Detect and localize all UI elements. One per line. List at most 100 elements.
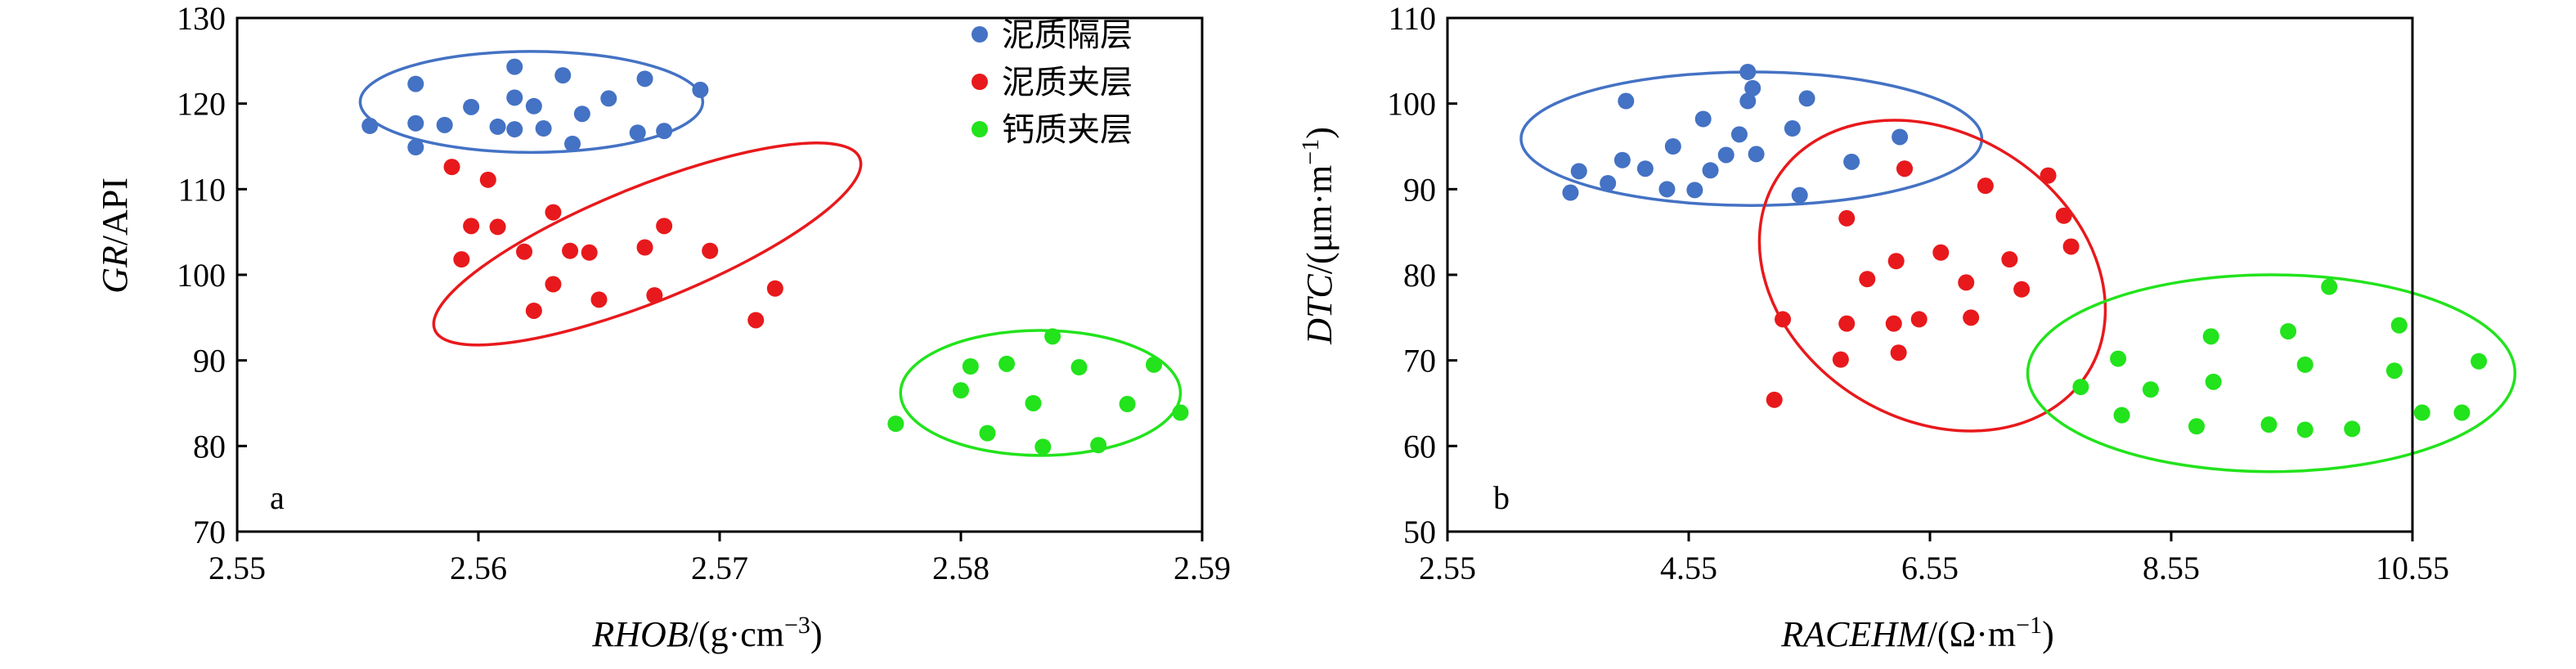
data-point: [1730, 126, 1748, 143]
panel-b-points: [1562, 63, 2488, 438]
data-point: [2055, 207, 2072, 224]
panel-a-y-tick-label: 70: [193, 514, 226, 550]
data-point: [1613, 151, 1631, 168]
panel-b-y-tick-label: 110: [1388, 0, 1436, 37]
panel-a-y-tick-label: 80: [193, 428, 226, 465]
data-point: [1832, 351, 1849, 368]
data-point: [1958, 274, 1975, 291]
panel-a-x-title-italic: RHOB: [591, 614, 688, 654]
data-point: [1892, 128, 1909, 146]
data-point: [600, 90, 617, 107]
data-point: [1798, 90, 1815, 107]
panel-a-x-tick-label: 2.56: [450, 550, 507, 586]
data-point: [979, 424, 996, 442]
data-point: [2280, 323, 2297, 340]
panel-a-x-axis-title: RHOB/(g·cm−3): [591, 612, 822, 655]
data-point: [564, 135, 581, 152]
data-point: [747, 312, 765, 329]
data-point: [573, 106, 590, 123]
panel-a-x-title-rest: /(g·cm: [689, 614, 784, 654]
data-point: [453, 251, 470, 268]
panel-a-y-tick-label: 100: [177, 257, 226, 294]
panel-a-y-tick-label: 90: [193, 343, 226, 379]
panel-a-points: [361, 58, 1189, 456]
legend-label: 泥质夹层: [1002, 64, 1133, 101]
data-point: [2390, 317, 2408, 334]
data-point: [1739, 63, 1757, 80]
data-point: [1070, 359, 1088, 376]
data-point: [1775, 311, 1792, 328]
panel-b-x-title-rest: /(Ω·m: [1928, 614, 2016, 654]
data-point: [1890, 344, 1907, 361]
data-point: [766, 280, 783, 297]
data-point: [636, 70, 653, 88]
panel-b-y-title-close: ): [1299, 127, 1340, 139]
data-point: [2188, 418, 2205, 435]
data-point: [2110, 350, 2127, 367]
data-point: [1838, 315, 1856, 332]
data-point: [646, 287, 663, 304]
data-point: [525, 302, 542, 319]
data-point: [489, 218, 506, 236]
panel-a-letter: a: [270, 479, 285, 516]
data-point: [2296, 356, 2313, 373]
cluster-ellipse: [358, 50, 705, 155]
data-point: [2385, 362, 2403, 379]
panel-b-x-tick-label: 2.55: [1419, 550, 1476, 586]
data-point: [1119, 396, 1136, 413]
data-point: [1664, 138, 1681, 155]
panel-b-y-tick-label: 90: [1403, 171, 1436, 208]
data-point: [535, 120, 552, 137]
data-point: [1702, 162, 1719, 179]
data-point: [656, 123, 673, 140]
data-point: [443, 159, 460, 176]
data-point: [656, 218, 673, 235]
data-point: [1887, 253, 1905, 270]
panel-b-letter: b: [1493, 479, 1510, 516]
data-point: [1618, 92, 1635, 110]
panel-a-chart: 2.55 2.56 2.57 2.58 2.59 70 80 90 100 110 120 130 G…: [95, 0, 1231, 654]
data-point: [999, 355, 1016, 372]
panel-a-x-title-close: ): [810, 614, 823, 654]
data-point: [2142, 381, 2159, 398]
panel-a-y-axis-title: GR/API: [95, 177, 135, 294]
data-point: [2001, 251, 2018, 268]
data-point: [1932, 244, 1950, 261]
data-point: [1694, 110, 1712, 128]
data-point: [2072, 379, 2089, 396]
cluster-ellipse: [1757, 119, 2107, 433]
data-point: [1859, 271, 1876, 288]
data-point: [436, 116, 453, 133]
data-point: [1044, 328, 1061, 345]
data-point: [506, 58, 523, 75]
cluster-ellipse: [2026, 273, 2517, 474]
data-point: [1658, 181, 1676, 198]
data-point: [953, 382, 969, 399]
data-point: [1717, 146, 1735, 164]
data-point: [361, 117, 379, 134]
panel-b-x-axis-title: RACEHM/(Ω·m−1): [1780, 612, 2053, 655]
panel-b-y-tick-label: 70: [1403, 343, 1436, 379]
panel-a-axes: 2.55 2.56 2.57 2.58 2.59 70 80 90 100 110 120 130: [177, 0, 1231, 586]
panel-b-x-title-close: ): [2042, 614, 2054, 654]
data-point: [2062, 238, 2080, 255]
legend-marker: [972, 74, 988, 90]
data-point: [581, 244, 598, 261]
data-point: [2453, 404, 2471, 421]
legend-label: 钙质夹层: [1002, 111, 1133, 149]
panel-a-ellipses: [358, 50, 1183, 457]
panel-a-y-tick-label: 130: [177, 0, 226, 37]
data-point: [489, 118, 506, 135]
data-point: [702, 242, 719, 259]
data-point: [962, 357, 979, 375]
data-point: [2260, 416, 2278, 433]
panel-b-y-title-rest: /(μm·m: [1299, 165, 1340, 275]
data-point: [1838, 209, 1856, 227]
panel-a-x-title-sup: −3: [784, 612, 810, 639]
data-point: [636, 239, 653, 256]
legend-marker: [972, 26, 988, 43]
panel-a-x-tick-label: 2.58: [932, 550, 990, 586]
data-point: [2413, 404, 2430, 421]
panel-b-x-title-sup: −1: [2016, 612, 2042, 639]
